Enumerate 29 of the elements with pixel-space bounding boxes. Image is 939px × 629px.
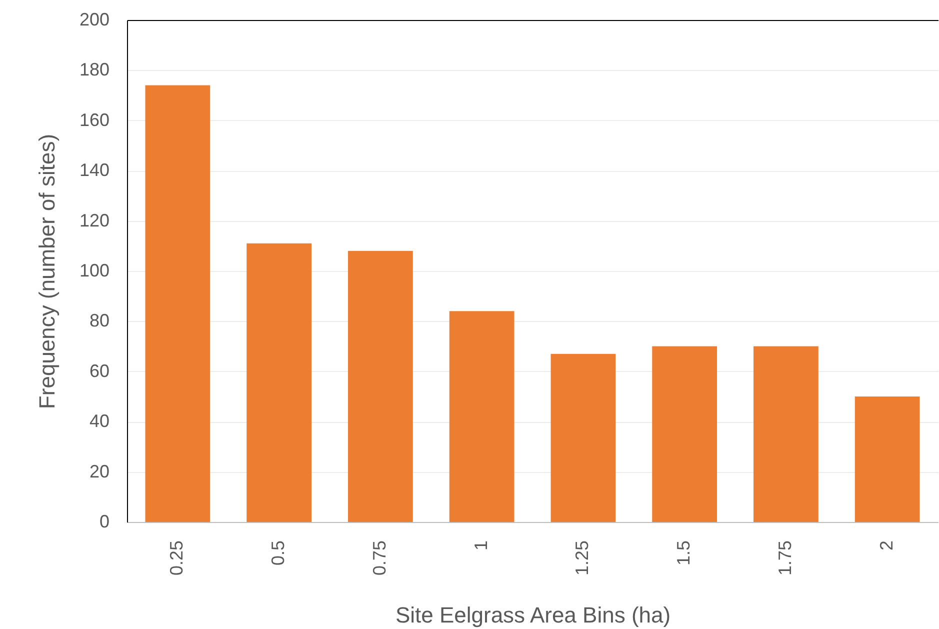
x-axis-title: Site Eelgrass Area Bins (ha) bbox=[395, 602, 671, 628]
y-tick-label: 40 bbox=[89, 411, 110, 432]
y-tick-label: 100 bbox=[79, 260, 110, 280]
x-tick-label: 0.75 bbox=[369, 540, 390, 576]
bar bbox=[145, 85, 210, 522]
x-tick-label: 1.75 bbox=[774, 540, 795, 576]
x-tick-label: 0.25 bbox=[166, 540, 187, 576]
bar bbox=[754, 346, 818, 522]
bar bbox=[550, 354, 616, 522]
x-tick-label: 1.25 bbox=[572, 540, 592, 576]
y-tick-label: 80 bbox=[89, 310, 110, 331]
x-tick-label: 2 bbox=[876, 540, 896, 551]
bar bbox=[449, 311, 514, 522]
y-tick-label: 0 bbox=[99, 512, 110, 532]
x-tick-label: 0.5 bbox=[268, 540, 288, 566]
x-tick-label: 1.5 bbox=[674, 540, 694, 566]
y-tick-label: 200 bbox=[79, 10, 110, 30]
bar bbox=[652, 346, 718, 522]
y-tick-label: 180 bbox=[79, 60, 110, 80]
y-tick-label: 140 bbox=[79, 160, 110, 180]
bar bbox=[854, 396, 920, 522]
bar bbox=[246, 243, 312, 522]
y-tick-label: 160 bbox=[79, 110, 110, 130]
y-tick-label: 120 bbox=[79, 210, 110, 230]
x-tick-label: 1 bbox=[470, 540, 491, 551]
y-axis-title: Frequency (number of sites) bbox=[34, 134, 60, 410]
bar bbox=[348, 250, 413, 522]
y-tick-label: 60 bbox=[89, 360, 110, 381]
y-tick-label: 20 bbox=[89, 461, 110, 482]
